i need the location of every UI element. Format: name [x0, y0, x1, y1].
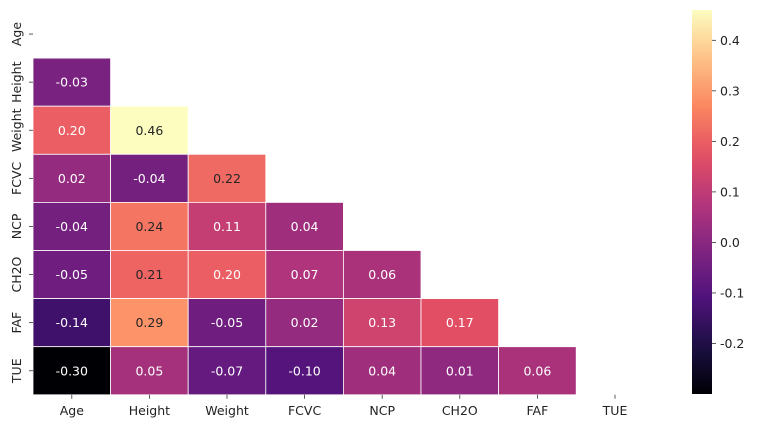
heatmap-cell-CH2O-NCP	[342, 250, 422, 299]
heatmap-cell-Height-Age	[32, 57, 111, 107]
colorbar-tick-label: 0.4	[720, 33, 740, 48]
cell-value-label: 0.24	[135, 219, 163, 234]
cell-value-label: 0.20	[213, 267, 241, 282]
cell-value-label: 0.11	[213, 219, 241, 234]
heatmap-cell-NCP-FCVC	[265, 201, 344, 251]
heatmap-cell-CH2O-FCVC	[265, 250, 344, 299]
heatmap-cell-FAF-Height	[110, 298, 189, 348]
y-tick-label-CH2O: CH2O	[9, 256, 24, 292]
x-tick-label-FCVC: FCVC	[288, 403, 321, 418]
cell-value-label: -0.10	[288, 363, 320, 378]
colorbar: -0.2 -0.1 0.0 0.1 0.2 0.3 0.4	[692, 10, 744, 394]
heatmap-cell-FCVC-Age	[32, 153, 111, 203]
cell-value-label: -0.04	[56, 219, 88, 234]
cell-value-label: 0.13	[368, 315, 396, 330]
x-tick-label-TUE: TUE	[602, 403, 628, 418]
x-axis: Age Height Weight FCVC NCP CH2O FAF TUE	[60, 394, 628, 418]
heatmap-cell-NCP-Height	[110, 201, 189, 251]
colorbar-tick-label: -0.1	[720, 285, 744, 300]
cell-value-label: 0.07	[291, 267, 319, 282]
cell-value-label: 0.02	[291, 315, 319, 330]
cell-value-label: 0.21	[135, 267, 163, 282]
y-tick-label-Age: Age	[9, 22, 24, 46]
y-tick-label-FCVC: FCVC	[9, 161, 24, 194]
heatmap-cell-TUE-CH2O	[420, 346, 499, 396]
heatmap-cell-FAF-NCP	[342, 298, 422, 348]
cell-value-label: 0.17	[446, 315, 474, 330]
y-axis: Age Height Weight FCVC NCP CH2O FAF TUE	[9, 22, 33, 384]
cell-value-label: 0.04	[368, 363, 396, 378]
colorbar-tick-label: 0.3	[720, 83, 740, 98]
cell-value-label: 0.02	[58, 171, 86, 186]
cell-value-label: 0.06	[368, 267, 396, 282]
x-tick-label-Age: Age	[60, 403, 84, 418]
cell-value-label: -0.30	[56, 363, 88, 378]
colorbar-tick-label: 0.2	[720, 134, 740, 149]
cell-value-label: 0.20	[58, 123, 86, 138]
x-tick-label-Height: Height	[129, 403, 170, 418]
cell-value-label: 0.04	[291, 219, 319, 234]
cell-value-label: 0.05	[135, 363, 163, 378]
heatmap-cell-TUE-FAF	[498, 346, 577, 396]
cell-value-label: 0.46	[135, 123, 163, 138]
heatmap-cell-TUE-Height	[110, 346, 189, 396]
cell-value-label: 0.29	[135, 315, 163, 330]
heatmap-cell-CH2O-Weight	[187, 250, 267, 299]
heatmap-cell-FCVC-Height	[110, 153, 189, 203]
cell-value-label: -0.05	[211, 315, 243, 330]
colorbar-gradient	[692, 10, 712, 394]
x-tick-label-Weight: Weight	[205, 403, 249, 418]
y-tick-label-FAF: FAF	[9, 312, 24, 334]
heatmap-cell-FCVC-Weight	[187, 153, 267, 203]
cell-value-label: 0.22	[213, 171, 241, 186]
heatmap-cell-CH2O-Height	[110, 250, 189, 299]
colorbar-tick-label: -0.2	[720, 336, 744, 351]
y-tick-label-NCP: NCP	[9, 213, 24, 239]
cell-value-label: -0.04	[133, 171, 165, 186]
colorbar-tick-label: 0.0	[720, 235, 740, 250]
y-tick-label-Weight: Weight	[9, 108, 24, 152]
colorbar-tick-label: 0.1	[720, 184, 740, 199]
cell-value-label: -0.14	[56, 315, 88, 330]
heatmap-cells: -0.03 0.20 0.46 0.02 -0.04 0.22 -0.04 0.24 0.11 0…	[32, 57, 577, 396]
y-tick-label-TUE: TUE	[9, 358, 24, 384]
heatmap-cell-TUE-FCVC	[265, 346, 344, 396]
y-tick-label-Height: Height	[9, 61, 24, 102]
heatmap-cell-Weight-Height	[110, 105, 189, 155]
x-tick-label-CH2O: CH2O	[442, 403, 478, 418]
cell-value-label: 0.06	[523, 363, 551, 378]
heatmap-cell-FAF-Weight	[187, 298, 267, 348]
cell-value-label: -0.07	[211, 363, 243, 378]
cell-value-label: 0.01	[446, 363, 474, 378]
heatmap-cell-FAF-FCVC	[265, 298, 344, 348]
cell-value-label: -0.03	[56, 75, 88, 90]
x-tick-label-NCP: NCP	[369, 403, 395, 418]
heatmap-cell-FAF-CH2O	[420, 298, 499, 348]
heatmap-cell-TUE-Age	[32, 346, 111, 396]
cell-value-label: -0.05	[56, 267, 88, 282]
heatmap-cell-Weight-Age	[32, 105, 111, 155]
x-tick-label-FAF: FAF	[527, 403, 549, 418]
